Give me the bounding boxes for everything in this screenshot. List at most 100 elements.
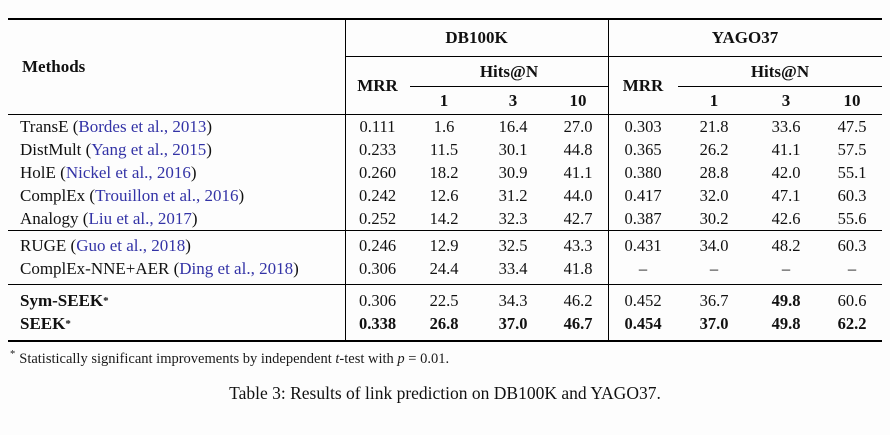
metric-value: 0.365 [624,139,662,159]
citation-open-paren: ( [60,162,66,182]
metric-value: 18.2 [429,162,459,182]
metric-value: 47.5 [837,116,867,136]
citation-link[interactable]: Bordes et al., 2013 [78,116,207,136]
table-row-method: TransE (Bordes et al., 2013) [8,115,345,138]
metric-value: 12.9 [429,236,459,255]
metric-value: 0.306 [358,290,397,310]
column-header-hits10-yago37: 10 [843,90,861,110]
metric-value-best: 0.454 [624,314,662,334]
metric-value: 0.452 [624,290,662,310]
top-rule [8,18,882,20]
metric-value: 41.8 [563,259,593,278]
metric-value: 48.2 [771,236,801,255]
metric-value: 0.233 [358,139,397,159]
metric-value-best: 49.8 [771,314,801,334]
metric-value: 22.5 [429,290,459,310]
column-header-hits-db100k: Hits@N [410,57,608,87]
footnote-italic-t: t [335,350,340,367]
footnote-italic-p: p [397,350,405,367]
metric-value: 30.9 [498,162,528,182]
column-header-hits10-db100k: 10 [569,90,587,110]
footnote-star-mark: * [10,349,16,360]
metric-value: 28.8 [699,162,729,182]
metric-value: 0.431 [624,236,662,255]
metric-value-best: 46.7 [563,314,593,334]
table-header: Methods DB100K YAGO37 MRR Hits@N MRR Hit… [8,20,882,114]
citation-close-paren: ) [238,185,245,205]
metric-value: 0.417 [624,185,662,205]
column-header-mrr-db100k: MRR [357,75,398,95]
metric-value: – [847,259,857,278]
citation-link[interactable]: Ding et al., 2018 [179,259,294,278]
group-header-db100k: DB100K [345,20,608,57]
method-name: HolE [20,162,61,182]
metric-value: 12.6 [429,185,459,205]
metric-value: 16.4 [498,116,528,136]
metric-value: 44.0 [563,185,593,205]
metric-value: 43.3 [563,236,593,255]
metric-value-best: 37.0 [498,314,528,334]
metric-value: 55.6 [837,208,867,228]
metric-value-best: 26.8 [429,314,459,334]
metric-value: 14.2 [429,208,459,228]
method-name: Sym-SEEK [20,290,104,310]
metric-value: 0.380 [624,162,662,182]
metric-value: – [781,259,791,278]
column-header-hits1-db100k: 1 [439,90,449,110]
method-name: ComplEx-NNE+AER [20,259,174,278]
metric-value: 0.242 [358,185,397,205]
metric-value: 33.6 [771,116,801,136]
metric-value: 31.2 [498,185,528,205]
metric-value: 32.5 [498,236,528,255]
metric-value: 21.8 [699,116,729,136]
row-group-seek: Sym-SEEK * 0.306 22.5 34.3 46.2 0.452 36.… [8,285,882,340]
citation-open-paren: ( [72,116,79,136]
citation-open-paren: ( [89,185,96,205]
citation-close-paren: ) [190,162,197,182]
metric-value: 41.1 [563,162,593,182]
method-name: TransE [20,116,73,136]
column-header-mrr-yago37: MRR [622,75,664,95]
metric-value: 0.387 [624,208,662,228]
table-row-method: RUGE (Guo et al., 2018) [8,235,345,258]
citation-link[interactable]: Trouillon et al., 2016 [95,185,239,205]
column-header-hits1-yago37: 1 [709,90,719,110]
metric-value: 0.260 [358,162,397,182]
metric-value: 33.4 [498,259,528,278]
metric-value: 55.1 [837,162,867,182]
group-header-yago37: YAGO37 [608,20,882,57]
column-header-hits3-db100k: 3 [508,90,518,110]
metric-value-best: 37.0 [699,314,729,334]
table-row-method: SEEK * [20,314,71,334]
citation-open-paren: ( [173,259,180,278]
metric-value: 30.2 [699,208,729,228]
metric-value: 42.7 [563,208,593,228]
citation-open-paren: ( [85,139,92,159]
column-header-hits3-yago37: 3 [781,90,791,110]
footnote-text: -test with [339,350,398,367]
citation-open-paren: ( [70,236,77,255]
method-name: DistMult [20,139,86,159]
bottom-rule [8,340,882,342]
column-header-methods: Methods [22,57,86,76]
group-separator-rule [8,230,882,231]
metric-value: 0.111 [359,116,396,136]
column-header-hits-yago37: Hits@N [678,57,882,87]
citation-open-paren: ( [82,208,89,228]
citation-link[interactable]: Guo et al., 2018 [76,236,186,255]
metric-value: 27.0 [563,116,593,136]
metric-value: 26.2 [699,139,729,159]
citation-link[interactable]: Nickel et al., 2016 [65,162,191,182]
method-name: Analogy [20,208,83,228]
metric-value-best: 49.8 [771,290,801,310]
citation-link[interactable]: Yang et al., 2015 [91,139,207,159]
metric-value: 60.3 [837,185,867,205]
metric-value: – [638,259,648,278]
metric-value: 0.303 [624,116,662,136]
metric-value: 30.1 [498,139,528,159]
footnote-text: Statistically significant improvements b… [19,350,336,367]
metric-value: 47.1 [771,185,801,205]
row-group-baselines: TransE (Bordes et al., 2013) 0.111 1.6 1… [8,115,882,230]
citation-link[interactable]: Liu et al., 2017 [88,208,192,228]
metric-value: 32.0 [699,185,729,205]
